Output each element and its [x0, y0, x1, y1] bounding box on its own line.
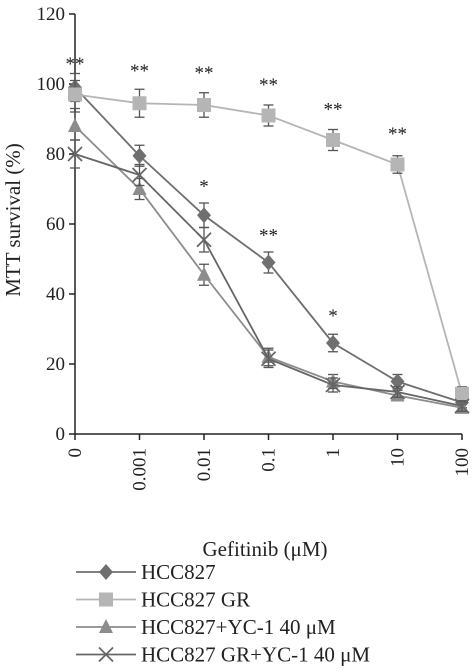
significance-label: *: [199, 177, 209, 198]
cross-stroke: [131, 167, 148, 183]
significance-label: **: [130, 61, 149, 82]
cross-marker: [196, 232, 212, 248]
square-marker: [99, 592, 113, 607]
cross-stroke: [98, 646, 114, 663]
significance-label: **: [259, 226, 278, 247]
significance-label: *: [328, 306, 338, 327]
series-layer: [67, 72, 470, 414]
y-tick-label: 100: [37, 74, 66, 95]
y-tick-label: 20: [46, 354, 65, 375]
square-marker: [390, 157, 405, 172]
diamond-marker: [261, 254, 276, 271]
y-tick-label: 120: [37, 4, 66, 25]
series-1: [68, 79, 469, 402]
x-tick-label: 0.01: [194, 448, 215, 481]
legend-item: HCC827: [76, 560, 216, 584]
y-axis-title: MTT survival (%): [1, 143, 25, 297]
series-3: [67, 139, 470, 414]
significance-label: **: [259, 75, 278, 96]
series-0: [68, 72, 469, 411]
triangle-marker: [197, 266, 211, 281]
cross-stroke: [67, 146, 83, 162]
legend-label: HCC827: [141, 560, 216, 584]
y-tick-label: 0: [56, 424, 66, 445]
legend-label: HCC827 GR: [141, 588, 250, 612]
triangle-marker: [99, 619, 113, 633]
significance-label: **: [324, 100, 343, 121]
legend-item: HCC827 GR+YC-1 40 μM: [76, 643, 370, 667]
axes: 0 20 40 60 80 100 120 0 0.001 0.01 0.1 1 10 100: [37, 4, 474, 491]
square-marker: [68, 87, 82, 102]
legend: HCC827 HCC827 GR HCC827+YC-1 40 μM HCC827 G…: [76, 560, 370, 667]
legend-item: HCC827 GR: [76, 588, 250, 612]
legend-label: HCC827 GR+YC-1 40 μM: [141, 643, 370, 667]
square-marker: [132, 96, 147, 111]
cross-marker: [131, 167, 148, 183]
cross-stroke: [260, 351, 277, 367]
significance-label: **: [66, 54, 85, 75]
triangle-marker: [132, 181, 147, 195]
legend-item: HCC827+YC-1 40 μM: [76, 615, 336, 639]
cross-marker: [325, 377, 341, 393]
diamond-marker: [99, 564, 113, 580]
x-tick-label: 100: [452, 448, 473, 477]
legend-label: HCC827+YC-1 40 μM: [141, 615, 336, 639]
y-tick-label: 60: [46, 214, 65, 235]
diamond-marker: [197, 207, 211, 224]
cross-stroke: [196, 232, 212, 248]
x-tick-label: 0.1: [259, 448, 280, 472]
x-tick-label: 10: [388, 448, 409, 467]
cross-stroke: [454, 398, 470, 414]
diamond-marker: [390, 373, 405, 390]
annotation-layer: ** ** ************: [66, 54, 408, 327]
series-line: [74, 153, 463, 407]
significance-label: **: [195, 63, 214, 84]
cross-marker: [260, 351, 277, 367]
square-marker: [455, 386, 469, 401]
y-tick-label: 40: [46, 284, 65, 305]
cross-marker: [67, 146, 83, 162]
cross-stroke: [389, 384, 406, 400]
cross-marker: [454, 398, 470, 414]
square-marker: [261, 108, 276, 123]
cross-marker: [389, 384, 406, 400]
cross-marker: [98, 646, 114, 663]
x-axis-title: Gefitinib (μM): [203, 537, 328, 561]
diamond-marker: [326, 335, 340, 351]
diamond-marker: [132, 147, 147, 164]
x-tick-label: 0: [65, 448, 86, 458]
square-marker: [197, 98, 211, 112]
x-tick-label: 0.001: [130, 448, 151, 491]
significance-label: **: [388, 124, 407, 145]
square-marker: [326, 133, 340, 147]
triangle-marker: [68, 118, 82, 132]
cross-stroke: [325, 377, 341, 393]
y-tick-label: 80: [46, 144, 65, 165]
x-tick-label: 1: [323, 448, 344, 458]
